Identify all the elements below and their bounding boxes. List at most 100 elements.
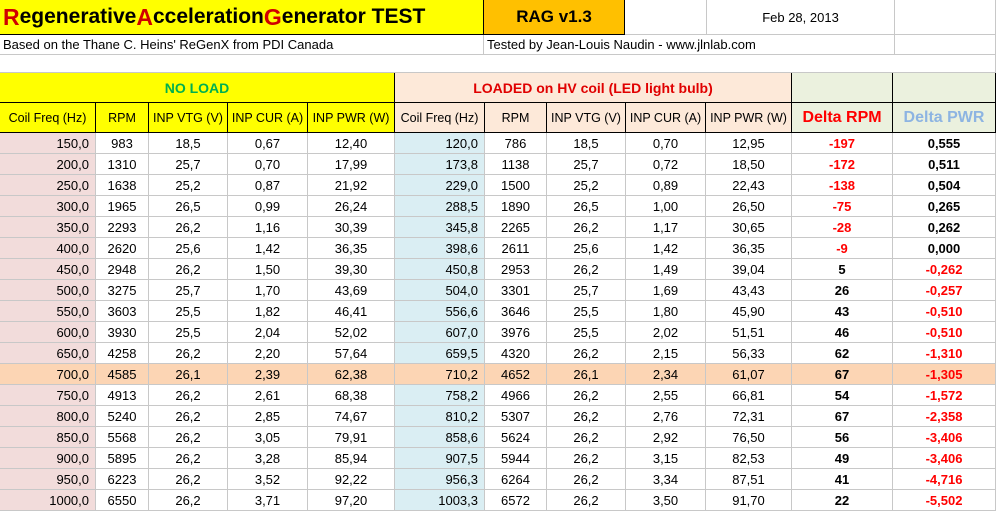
title-cap-r: R — [3, 3, 20, 30]
header-delta-rpm: Delta RPM — [792, 103, 893, 133]
delta-rpm-cell: 26 — [792, 280, 893, 301]
delta-rpm-cell: 56 — [792, 427, 893, 448]
inp-vtg-noload-cell: 25,5 — [149, 322, 228, 343]
inp-cur-noload-cell: 0,67 — [228, 133, 308, 154]
inp-cur-loaded-cell: 2,34 — [626, 364, 706, 385]
inp-cur-loaded-cell: 3,15 — [626, 448, 706, 469]
coil-freq-loaded-cell: 956,3 — [395, 469, 485, 490]
coil-freq-noload-cell: 1000,0 — [0, 490, 96, 511]
delta-pwr-cell: -1,310 — [893, 343, 996, 364]
inp-cur-loaded-cell: 2,02 — [626, 322, 706, 343]
delta-rpm-cell: 49 — [792, 448, 893, 469]
inp-vtg-loaded-cell: 26,2 — [547, 343, 626, 364]
empty-row — [0, 55, 996, 73]
header-inp-cur-loaded: INP CUR (A) — [626, 103, 706, 133]
inp-vtg-loaded-cell: 18,5 — [547, 133, 626, 154]
delta-rpm-cell: 41 — [792, 469, 893, 490]
rpm-loaded-cell: 2953 — [485, 259, 547, 280]
coil-freq-noload-cell: 700,0 — [0, 364, 96, 385]
delta-section-pwr — [893, 73, 996, 103]
inp-pwr-noload-cell: 57,64 — [308, 343, 395, 364]
title-text-2: cceleration — [152, 5, 264, 28]
header-inp-vtg-noload: INP VTG (V) — [149, 103, 228, 133]
inp-vtg-noload-cell: 26,2 — [149, 217, 228, 238]
inp-vtg-noload-cell: 25,6 — [149, 238, 228, 259]
rpm-loaded-cell: 786 — [485, 133, 547, 154]
coil-freq-noload-cell: 300,0 — [0, 196, 96, 217]
rpm-noload-cell: 2948 — [96, 259, 149, 280]
inp-vtg-loaded-cell: 25,7 — [547, 280, 626, 301]
inp-vtg-noload-cell: 26,2 — [149, 385, 228, 406]
inp-cur-loaded-cell: 1,00 — [626, 196, 706, 217]
inp-cur-loaded-cell: 1,42 — [626, 238, 706, 259]
coil-freq-noload-cell: 750,0 — [0, 385, 96, 406]
rpm-noload-cell: 4585 — [96, 364, 149, 385]
delta-pwr-cell: 0,555 — [893, 133, 996, 154]
coil-freq-noload-cell: 450,0 — [0, 259, 96, 280]
rpm-noload-cell: 3603 — [96, 301, 149, 322]
coil-freq-loaded-cell: 398,6 — [395, 238, 485, 259]
coil-freq-noload-cell: 550,0 — [0, 301, 96, 322]
rpm-loaded-cell: 1890 — [485, 196, 547, 217]
rpm-loaded-cell: 5307 — [485, 406, 547, 427]
inp-vtg-noload-cell: 18,5 — [149, 133, 228, 154]
delta-rpm-cell: -75 — [792, 196, 893, 217]
coil-freq-loaded-cell: 607,0 — [395, 322, 485, 343]
inp-vtg-noload-cell: 25,7 — [149, 280, 228, 301]
inp-vtg-loaded-cell: 26,1 — [547, 364, 626, 385]
delta-pwr-cell: 0,265 — [893, 196, 996, 217]
test-date: Feb 28, 2013 — [707, 0, 895, 35]
inp-cur-noload-cell: 2,85 — [228, 406, 308, 427]
rpm-noload-cell: 1638 — [96, 175, 149, 196]
inp-pwr-loaded-cell: 91,70 — [706, 490, 792, 511]
delta-pwr-cell: -0,262 — [893, 259, 996, 280]
rpm-noload-cell: 5895 — [96, 448, 149, 469]
coil-freq-noload-cell: 900,0 — [0, 448, 96, 469]
inp-pwr-loaded-cell: 30,65 — [706, 217, 792, 238]
inp-pwr-noload-cell: 52,02 — [308, 322, 395, 343]
delta-rpm-cell: 67 — [792, 406, 893, 427]
rpm-loaded-cell: 6264 — [485, 469, 547, 490]
coil-freq-noload-cell: 650,0 — [0, 343, 96, 364]
inp-vtg-loaded-cell: 26,2 — [547, 259, 626, 280]
delta-pwr-cell: -2,358 — [893, 406, 996, 427]
inp-cur-loaded-cell: 2,76 — [626, 406, 706, 427]
inp-vtg-loaded-cell: 25,5 — [547, 322, 626, 343]
inp-vtg-loaded-cell: 26,2 — [547, 469, 626, 490]
inp-vtg-noload-cell: 26,5 — [149, 196, 228, 217]
delta-rpm-cell: 5 — [792, 259, 893, 280]
inp-pwr-noload-cell: 74,67 — [308, 406, 395, 427]
rpm-noload-cell: 6223 — [96, 469, 149, 490]
header-coil-freq-loaded: Coil Freq (Hz) — [395, 103, 485, 133]
coil-freq-noload-cell: 850,0 — [0, 427, 96, 448]
inp-cur-noload-cell: 3,28 — [228, 448, 308, 469]
rpm-loaded-cell: 4652 — [485, 364, 547, 385]
delta-rpm-cell: 46 — [792, 322, 893, 343]
delta-rpm-cell: -172 — [792, 154, 893, 175]
rpm-loaded-cell: 2611 — [485, 238, 547, 259]
inp-cur-noload-cell: 2,20 — [228, 343, 308, 364]
rpm-loaded-cell: 3976 — [485, 322, 547, 343]
rpm-loaded-cell: 4966 — [485, 385, 547, 406]
rpm-loaded-cell: 3301 — [485, 280, 547, 301]
header-inp-pwr-loaded: INP PWR (W) — [706, 103, 792, 133]
delta-rpm-cell: -138 — [792, 175, 893, 196]
coil-freq-noload-cell: 200,0 — [0, 154, 96, 175]
coil-freq-noload-cell: 250,0 — [0, 175, 96, 196]
header-coil-freq-noload: Coil Freq (Hz) — [0, 103, 96, 133]
inp-pwr-loaded-cell: 18,50 — [706, 154, 792, 175]
rpm-loaded-cell: 3646 — [485, 301, 547, 322]
inp-cur-noload-cell: 0,87 — [228, 175, 308, 196]
header-rpm-loaded: RPM — [485, 103, 547, 133]
rpm-noload-cell: 4258 — [96, 343, 149, 364]
coil-freq-loaded-cell: 120,0 — [395, 133, 485, 154]
inp-pwr-noload-cell: 92,22 — [308, 469, 395, 490]
inp-cur-noload-cell: 3,05 — [228, 427, 308, 448]
coil-freq-loaded-cell: 907,5 — [395, 448, 485, 469]
inp-pwr-noload-cell: 85,94 — [308, 448, 395, 469]
inp-vtg-loaded-cell: 25,6 — [547, 238, 626, 259]
delta-rpm-cell: 62 — [792, 343, 893, 364]
header-inp-cur-noload: INP CUR (A) — [228, 103, 308, 133]
